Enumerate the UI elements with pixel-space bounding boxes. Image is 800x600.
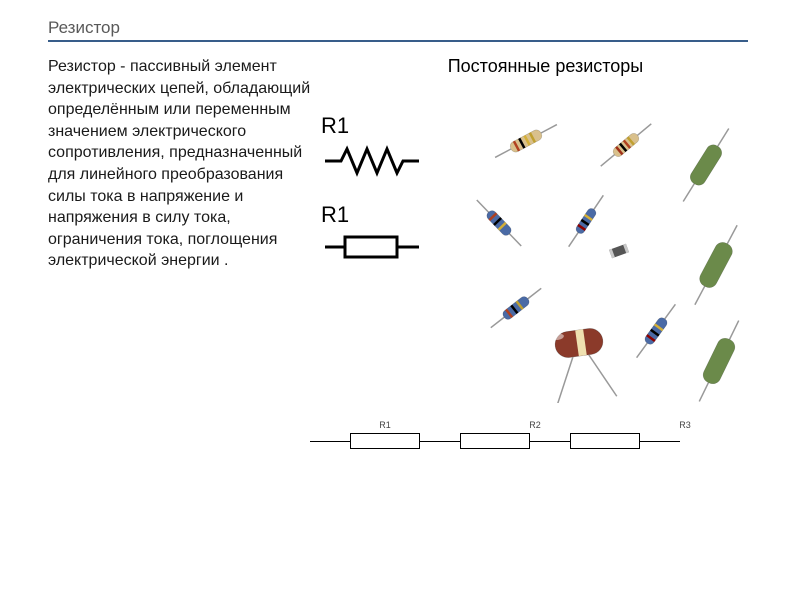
- page-title: Резистор: [48, 18, 770, 38]
- resistor-box-icon: [570, 433, 640, 449]
- wire: [310, 441, 350, 442]
- series-labels: R1 R2 R3: [310, 420, 760, 430]
- resistor-box-icon: [460, 433, 530, 449]
- title-block: Резистор: [48, 18, 770, 42]
- series-label: R2: [529, 420, 541, 430]
- columns: Резистор - пассивный элемент электрическ…: [48, 56, 770, 403]
- components-illustration: [321, 83, 741, 403]
- resistor-box-icon: [350, 433, 420, 449]
- figure-area: Постоянные резисторы R1 R1: [321, 56, 770, 403]
- resistor-photo: R1 R1: [321, 83, 741, 403]
- series-row: [310, 433, 760, 449]
- definition-text: Резистор - пассивный элемент электрическ…: [48, 56, 313, 403]
- wire: [640, 441, 680, 442]
- series-label: R3: [679, 420, 691, 430]
- wire: [530, 441, 570, 442]
- title-underline: [48, 40, 748, 42]
- wire: [420, 441, 460, 442]
- figure-title: Постоянные резисторы: [321, 56, 770, 77]
- series-schematic: R1 R2 R3: [310, 420, 760, 449]
- slide: Резистор Резистор - пассивный элемент эл…: [0, 0, 800, 600]
- series-label: R1: [379, 420, 391, 430]
